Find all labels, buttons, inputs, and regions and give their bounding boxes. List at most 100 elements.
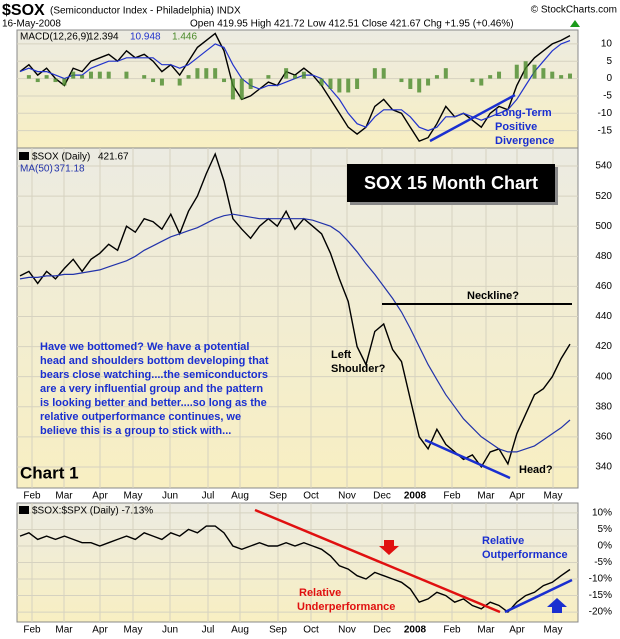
y-tick-label: -5 xyxy=(603,91,612,102)
x-tick-label: Nov xyxy=(338,625,356,636)
annotation: Shoulder? xyxy=(331,363,386,375)
annotation: Long-Term xyxy=(495,107,552,119)
annotation: Neckline? xyxy=(467,290,519,302)
histogram-bar xyxy=(328,78,333,89)
note-line: head and shoulders bottom developing tha… xyxy=(40,355,269,367)
y-tick-label: 380 xyxy=(595,401,612,412)
x-tick-label: Mar xyxy=(477,491,495,502)
y-tick-label: 480 xyxy=(595,251,612,262)
x-tick-label: Dec xyxy=(373,625,391,636)
up-arrow xyxy=(547,598,567,613)
y-tick-label: 520 xyxy=(595,191,612,202)
histogram-bar xyxy=(186,75,191,79)
y-tick-label: 500 xyxy=(595,221,612,232)
annotation: Underperformance xyxy=(297,601,395,613)
x-tick-label: Jul xyxy=(202,625,215,636)
histogram-bar xyxy=(488,75,493,79)
legend-value: 10.948 xyxy=(130,32,161,43)
y-tick-label: 10 xyxy=(601,39,613,50)
note-line: Have we bottomed? We have a potential xyxy=(40,341,249,353)
histogram-bar xyxy=(470,78,475,83)
x-tick-label: Dec xyxy=(373,491,391,502)
histogram-bar xyxy=(372,68,377,79)
macd-panel xyxy=(16,29,579,149)
x-tick-label: Mar xyxy=(477,625,495,636)
annotation: Left xyxy=(331,349,352,361)
x-tick-label: Feb xyxy=(23,491,41,502)
x-tick-label: 2008 xyxy=(404,625,427,636)
histogram-bar xyxy=(35,78,40,83)
y-tick-label: 5 xyxy=(606,56,612,67)
histogram-bar xyxy=(523,61,528,79)
y-tick-label: -15% xyxy=(589,590,612,601)
histogram-bar xyxy=(381,68,386,79)
histogram-bar xyxy=(497,71,502,79)
histogram-bar xyxy=(44,75,49,79)
histogram-bar xyxy=(337,78,342,93)
histogram-bar xyxy=(266,75,271,79)
histogram-bar xyxy=(239,78,244,100)
y-tick-label: -10 xyxy=(598,108,613,119)
histogram-bar xyxy=(106,71,111,79)
credit: © StockCharts.com xyxy=(531,5,617,16)
legend-value: 12.394 xyxy=(88,32,119,43)
annotation: Positive xyxy=(495,121,537,133)
histogram-bar xyxy=(97,71,102,79)
down-trend xyxy=(254,508,501,614)
x-tick-label: Mar xyxy=(55,491,73,502)
y-tick-label: 360 xyxy=(595,431,612,442)
x-tick-label: Apr xyxy=(92,491,108,502)
panel-label: Chart 1 xyxy=(20,463,79,482)
histogram-bar xyxy=(71,71,76,79)
note-line: is looking better and better....so long … xyxy=(40,397,267,409)
annotation: Relative xyxy=(482,535,524,547)
histogram-bar xyxy=(346,78,351,93)
histogram-bar xyxy=(399,78,404,83)
histogram-bar xyxy=(159,78,164,86)
histogram-bar xyxy=(568,73,572,79)
histogram-bar xyxy=(195,68,200,79)
histogram-bar xyxy=(559,75,564,79)
x-tick-label: Aug xyxy=(231,491,249,502)
legend-swatch xyxy=(19,152,29,160)
down-arrow xyxy=(379,540,399,555)
histogram-bar xyxy=(248,78,253,89)
x-tick-label: May xyxy=(124,625,143,636)
y-tick-label: 460 xyxy=(595,281,612,292)
histogram-bar xyxy=(62,78,67,86)
histogram-bar xyxy=(53,78,58,83)
y-tick-label: -5% xyxy=(594,557,612,568)
legend-value: 371.18 xyxy=(54,164,85,175)
x-tick-label: Oct xyxy=(303,491,319,502)
histogram-bar xyxy=(284,68,289,79)
histogram-bar xyxy=(124,71,129,79)
y-tick-label: 5% xyxy=(598,524,613,535)
up-trend xyxy=(504,578,573,614)
x-tick-label: Feb xyxy=(443,491,461,502)
x-tick-label: May xyxy=(124,491,143,502)
annotation: Head? xyxy=(519,464,553,476)
x-tick-label: Apr xyxy=(509,625,525,636)
x-tick-label: Oct xyxy=(303,625,319,636)
x-tick-label: Sep xyxy=(269,491,287,502)
y-tick-label: 440 xyxy=(595,311,612,322)
histogram-bar xyxy=(293,75,297,79)
histogram-bar xyxy=(443,68,448,79)
series-line xyxy=(19,213,571,453)
histogram-bar xyxy=(80,75,85,79)
y-tick-label: -10% xyxy=(589,574,612,585)
histogram-bar xyxy=(301,71,306,79)
note-line: bears close watching....the semiconducto… xyxy=(40,369,268,381)
x-tick-label: Nov xyxy=(338,491,356,502)
histogram-bar xyxy=(319,78,324,86)
histogram-bar xyxy=(142,75,147,79)
legend-swatch xyxy=(19,506,29,514)
note-line: are a very influential group and the pat… xyxy=(40,383,263,395)
histogram-bar xyxy=(541,68,546,79)
x-tick-label: Apr xyxy=(509,491,525,502)
histogram-bar xyxy=(26,75,31,79)
x-tick-label: Mar xyxy=(55,625,73,636)
histogram-bar xyxy=(417,78,422,93)
histogram-bar xyxy=(213,68,218,79)
